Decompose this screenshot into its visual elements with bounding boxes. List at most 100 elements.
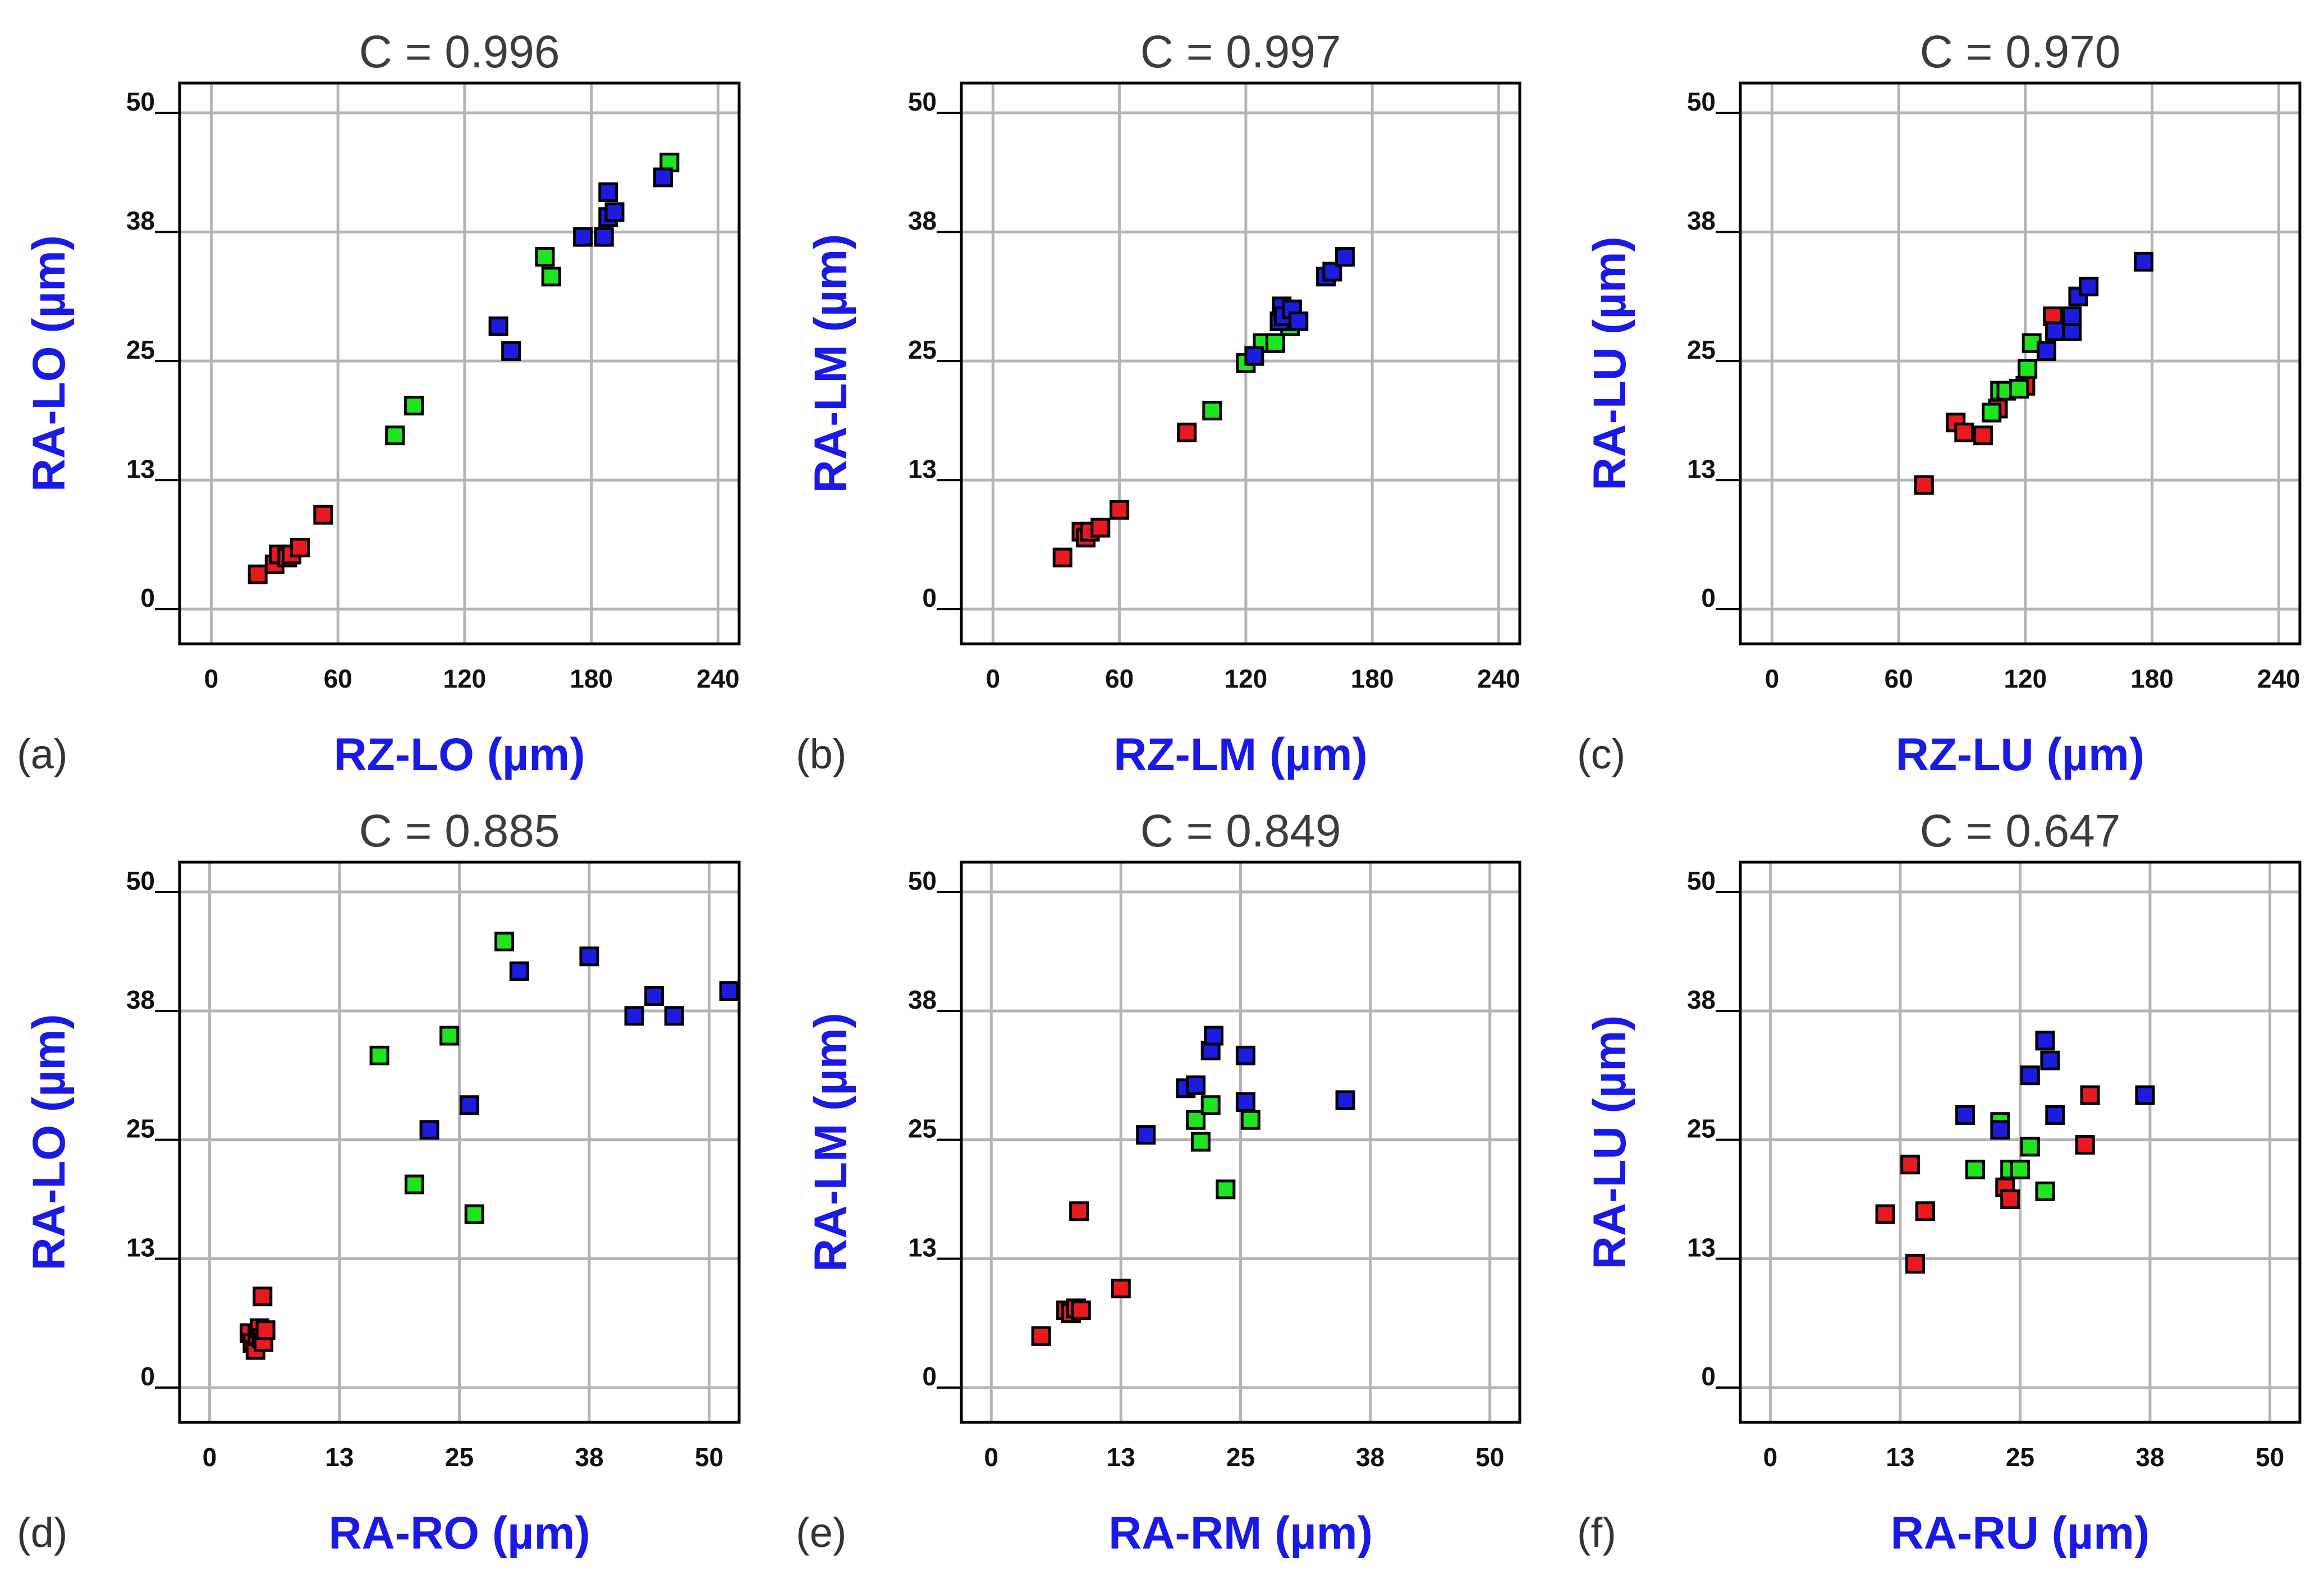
data-point-blue-1 <box>459 1095 479 1115</box>
data-point-red-5 <box>1071 1300 1091 1320</box>
y-tick-label-2: 25 <box>126 1114 155 1143</box>
y-tick-label-0: 0 <box>140 583 155 612</box>
panel-label: (e) <box>796 1509 846 1556</box>
chart-panel-1: 0 60 120 180 240 0 13 25 38 50 C = 0.996 RZ-LO (µm)… <box>17 26 741 780</box>
chart-title: C = 0.885 <box>359 805 560 857</box>
data-point-red-5 <box>290 537 310 557</box>
data-point-red-6 <box>1111 1279 1131 1299</box>
data-point-green-3 <box>1265 333 1285 353</box>
data-point-blue-7 <box>653 167 673 187</box>
y-axis-label: RA-LU (µm) <box>1584 236 1635 491</box>
panel-label: (f) <box>1577 1509 1616 1556</box>
y-tick-label-4: 50 <box>1687 866 1716 895</box>
data-point-blue-5 <box>644 986 664 1006</box>
plot-border <box>178 81 741 646</box>
x-tick-label-4: 50 <box>2256 1443 2284 1472</box>
data-point-blue-7 <box>1335 1090 1355 1110</box>
x-tick-label-4: 240 <box>2257 664 2300 693</box>
data-point-red-6 <box>253 1287 273 1307</box>
data-point-green-5 <box>2035 1181 2055 1201</box>
data-point-red-8 <box>255 1320 276 1340</box>
data-point-blue-3 <box>2035 1031 2055 1051</box>
data-point-red-0 <box>1875 1204 1895 1224</box>
x-tick-label-3: 180 <box>1351 664 1394 693</box>
x-tick-label-1: 60 <box>1105 664 1134 693</box>
data-point-green-0 <box>1965 1160 1985 1180</box>
data-point-blue-6 <box>664 1006 684 1026</box>
data-point-green-4 <box>1240 1110 1260 1130</box>
x-tick-label-4: 50 <box>1475 1443 1504 1472</box>
panel-label: (d) <box>17 1509 67 1556</box>
y-axis-label: RA-LO (µm) <box>24 1014 75 1270</box>
data-point-blue-2 <box>573 227 593 247</box>
x-tick-label-2: 25 <box>2006 1443 2034 1472</box>
chart-title: C = 0.996 <box>359 26 560 77</box>
chart-title: C = 0.849 <box>1140 805 1341 857</box>
data-point-green-3 <box>2009 379 2029 399</box>
x-tick-label-0: 0 <box>203 1443 217 1472</box>
x-tick-label-3: 180 <box>2130 664 2174 693</box>
y-tick-label-2: 25 <box>1687 1114 1716 1143</box>
data-point-green-3 <box>2010 1160 2030 1180</box>
data-point-blue-0 <box>2037 341 2057 361</box>
data-point-blue-3 <box>2062 306 2082 327</box>
x-tick-label-1: 13 <box>325 1443 354 1472</box>
data-point-blue-8 <box>1335 246 1355 267</box>
data-point-blue-5 <box>1289 311 1309 331</box>
y-tick-label-1: 13 <box>126 1233 155 1262</box>
x-tick-label-3: 38 <box>1356 1443 1385 1472</box>
x-tick-label-3: 38 <box>575 1443 603 1472</box>
data-point-blue-5 <box>2079 276 2099 296</box>
x-tick-label-4: 50 <box>695 1443 723 1472</box>
data-point-blue-6 <box>2134 251 2154 272</box>
data-point-green-0 <box>385 425 405 446</box>
y-tick-label-0: 0 <box>922 583 937 612</box>
y-tick-label-2: 25 <box>126 335 155 364</box>
data-point-green-3 <box>1216 1179 1236 1200</box>
x-axis-label: RA-RU (µm) <box>1891 1508 2150 1559</box>
data-point-blue-0 <box>1136 1125 1156 1145</box>
data-point-green-2 <box>1200 1095 1221 1115</box>
data-point-green-4 <box>2020 1137 2040 1157</box>
plot-border <box>1739 860 2302 1424</box>
y-tick-label-3: 38 <box>908 985 937 1014</box>
data-point-blue-1 <box>2045 321 2065 341</box>
x-tick-label-0: 0 <box>1763 1443 1778 1472</box>
x-tick-label-4: 240 <box>1477 664 1520 693</box>
chart-title: C = 0.647 <box>1920 805 2121 857</box>
data-point-blue-0 <box>1955 1105 1975 1125</box>
y-tick-label-2: 25 <box>1687 335 1716 364</box>
data-point-green-0 <box>1202 400 1222 420</box>
x-axis-label: RA-RO (µm) <box>328 1508 590 1559</box>
y-tick-label-3: 38 <box>126 206 155 235</box>
chart-panel-5: 0 13 25 38 50 0 13 25 38 50 C = 0.849 RA-RM (µm) RA-… <box>796 805 1521 1559</box>
data-point-red-0 <box>247 564 268 584</box>
plot-frame <box>178 81 741 646</box>
y-tick-label-4: 50 <box>908 87 937 116</box>
y-axis-label: RA-LU (µm) <box>1584 1015 1635 1270</box>
y-tick-label-2: 25 <box>908 335 937 364</box>
data-point-red-0 <box>1031 1326 1051 1346</box>
y-tick-label-4: 50 <box>126 866 155 895</box>
y-tick-label-1: 13 <box>1687 454 1716 483</box>
data-point-green-0 <box>369 1045 389 1065</box>
x-tick-label-1: 13 <box>1107 1443 1135 1472</box>
data-point-blue-4 <box>2040 1050 2060 1070</box>
data-point-blue-4 <box>2068 286 2088 306</box>
data-point-red-6 <box>2075 1134 2095 1155</box>
y-tick-label-4: 50 <box>908 866 937 895</box>
x-tick-label-2: 120 <box>2004 664 2047 693</box>
data-point-blue-5 <box>1235 1092 1255 1112</box>
x-tick-label-4: 240 <box>696 664 740 693</box>
data-point-blue-6 <box>2135 1085 2155 1105</box>
data-point-red-4 <box>1090 518 1111 538</box>
chart-panel-2: 0 60 120 180 240 0 13 25 38 50 C = 0.997 RZ-LM (µm)… <box>796 26 1521 780</box>
data-point-blue-0 <box>419 1120 439 1140</box>
data-point-blue-6 <box>604 202 625 222</box>
data-point-blue-7 <box>719 981 739 1001</box>
data-point-red-0 <box>1052 547 1072 567</box>
x-tick-label-2: 25 <box>1226 1443 1255 1472</box>
panel-label: (c) <box>1577 731 1625 777</box>
x-tick-label-1: 60 <box>1885 664 1913 693</box>
